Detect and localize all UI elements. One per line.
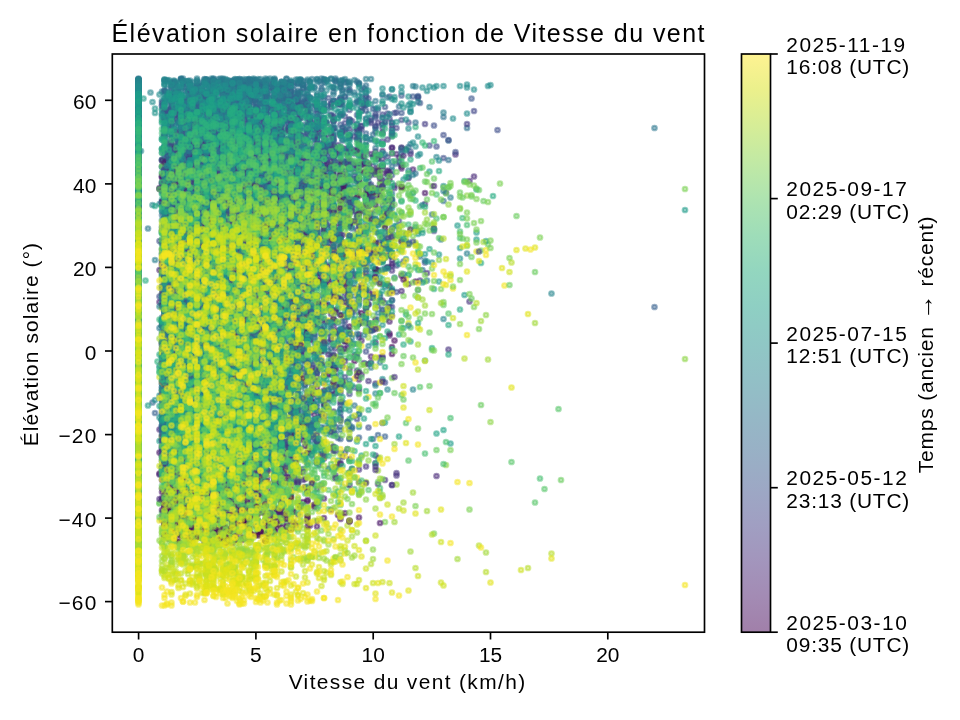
svg-text:2025-05-12: 2025-05-12	[786, 466, 908, 489]
svg-text:2025-11-19: 2025-11-19	[786, 33, 906, 56]
svg-text:−20: −20	[58, 424, 97, 447]
svg-text:2025-03-10: 2025-03-10	[786, 611, 908, 634]
svg-text:60: 60	[73, 90, 96, 113]
svg-text:09:35 (UTC): 09:35 (UTC)	[786, 633, 910, 656]
svg-text:Élévation solaire en fonction: Élévation solaire en fonction de Vitesse…	[112, 19, 706, 47]
svg-text:2025-09-17: 2025-09-17	[786, 177, 908, 200]
svg-text:2025-07-15: 2025-07-15	[786, 322, 908, 345]
svg-text:5: 5	[250, 643, 262, 666]
svg-text:Vitesse du vent (km/h): Vitesse du vent (km/h)	[289, 670, 527, 693]
svg-text:15: 15	[479, 643, 502, 666]
svg-text:−40: −40	[58, 508, 97, 531]
svg-text:10: 10	[362, 643, 385, 666]
svg-text:40: 40	[73, 174, 96, 197]
svg-text:02:29 (UTC): 02:29 (UTC)	[786, 200, 910, 223]
svg-text:0: 0	[85, 341, 97, 364]
svg-text:Élévation solaire (°): Élévation solaire (°)	[19, 242, 42, 446]
svg-text:Temps (ancien → récent): Temps (ancien → récent)	[910, 216, 938, 474]
svg-text:23:13 (UTC): 23:13 (UTC)	[786, 489, 910, 512]
svg-text:−60: −60	[58, 591, 97, 614]
svg-text:20: 20	[596, 643, 619, 666]
svg-text:0: 0	[133, 643, 145, 666]
svg-text:20: 20	[73, 257, 96, 280]
svg-text:12:51 (UTC): 12:51 (UTC)	[786, 344, 910, 367]
svg-text:16:08 (UTC): 16:08 (UTC)	[786, 55, 910, 78]
